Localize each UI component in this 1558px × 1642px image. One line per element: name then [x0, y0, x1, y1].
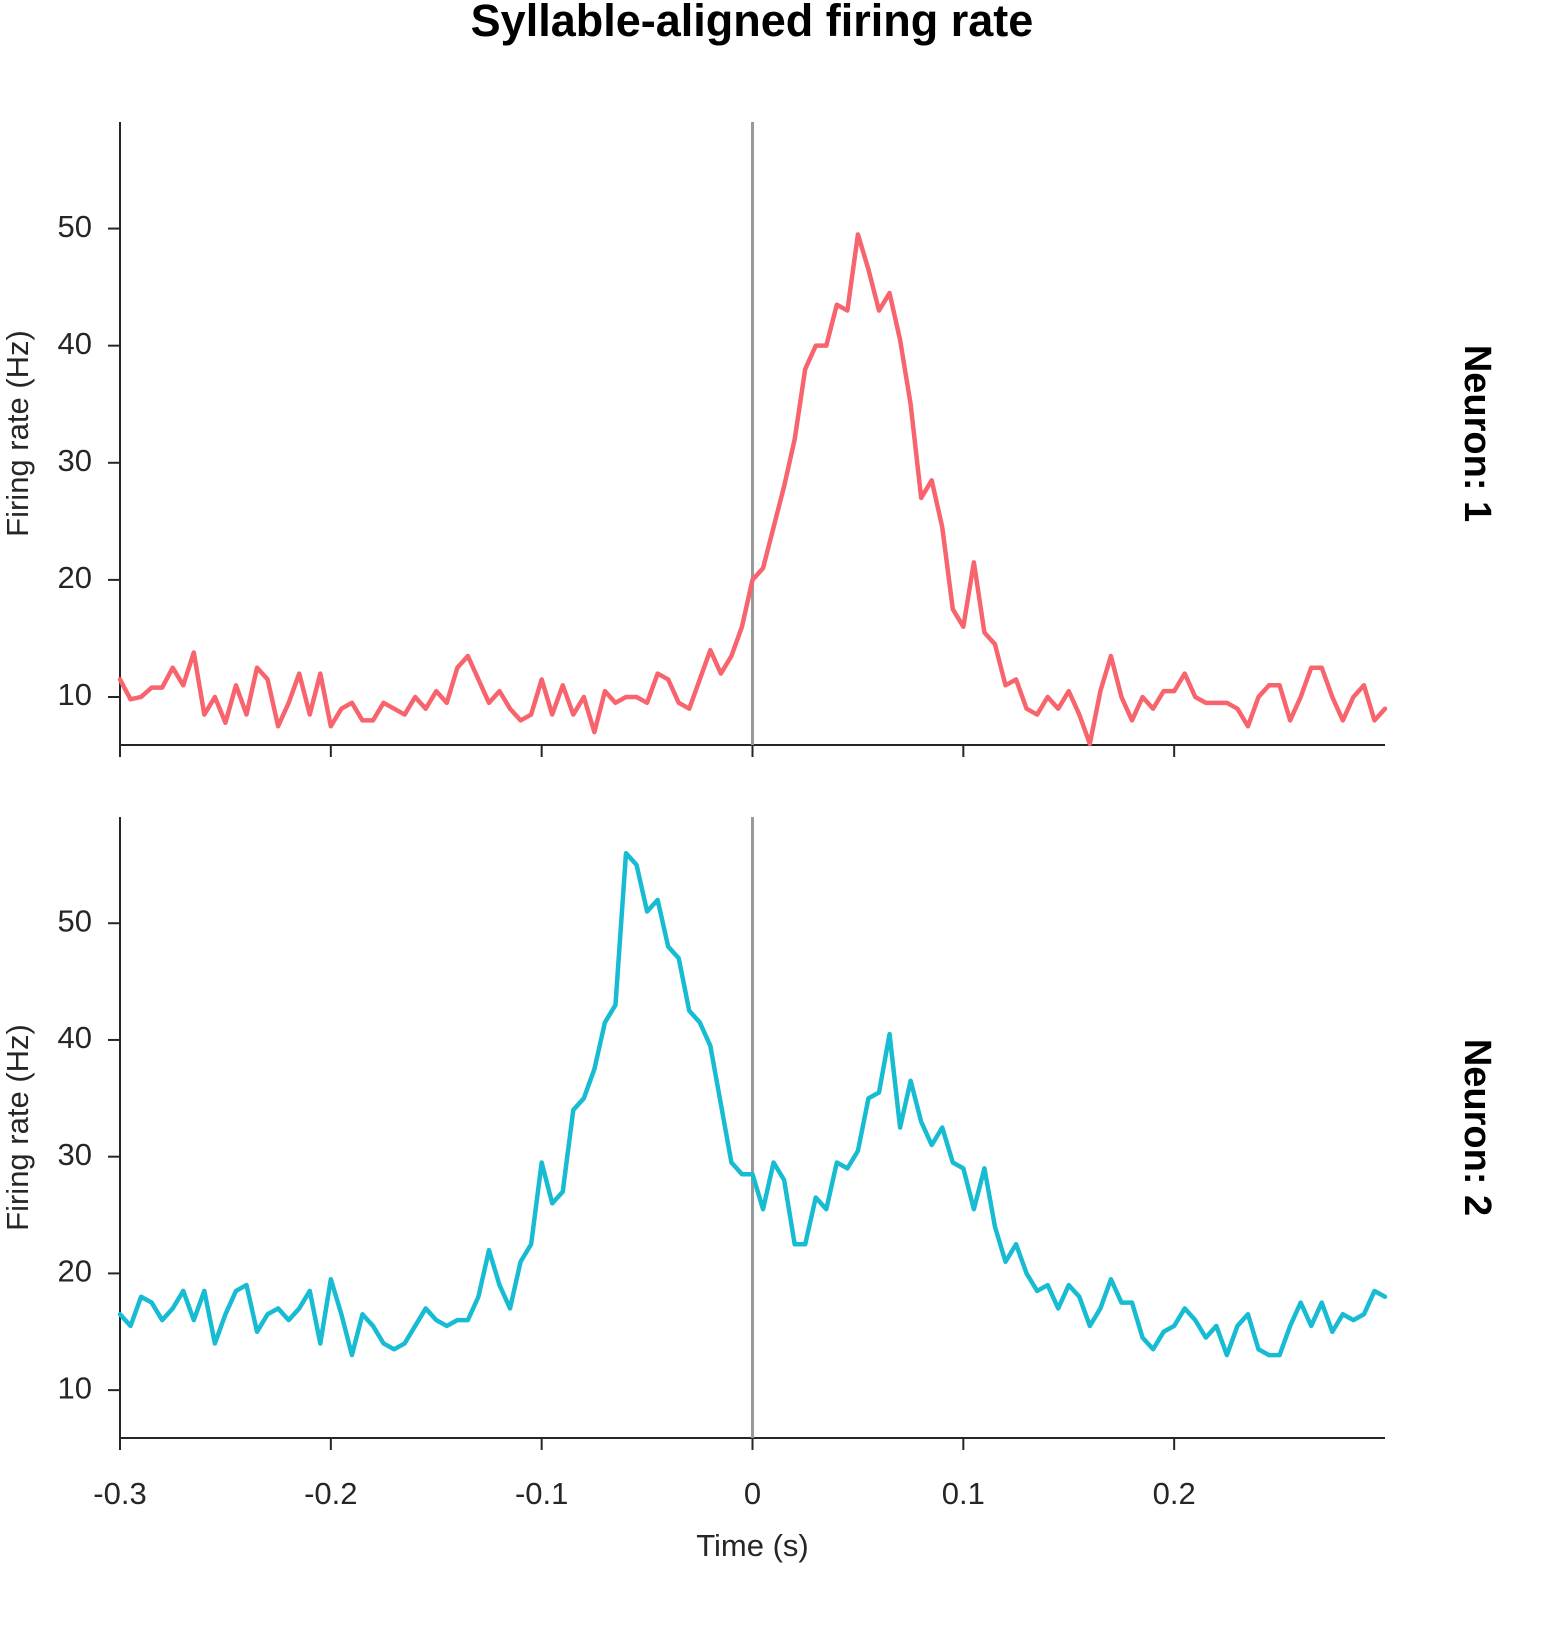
y-axis-label: Firing rate (Hz) [0, 1024, 35, 1231]
y-axis-label: Firing rate (Hz) [0, 330, 35, 537]
y-tick-label: 30 [58, 443, 92, 478]
x-axis-label: Time (s) [696, 1528, 809, 1563]
y-tick-label: 40 [58, 1020, 92, 1055]
y-tick-label: 50 [58, 903, 92, 938]
x-tick-label: 0.1 [942, 1476, 985, 1511]
data-line [117, 850, 1388, 1358]
y-tick-label: 20 [58, 560, 92, 595]
y-tick-label: 10 [58, 1370, 92, 1405]
x-tick-label: 0 [744, 1476, 761, 1511]
data-line [117, 232, 1388, 747]
facet-label: Neuron: 2 [1456, 1039, 1498, 1216]
y-tick-label: 40 [58, 326, 92, 361]
x-tick-label: -0.2 [304, 1476, 357, 1511]
y-tick-label: 30 [58, 1137, 92, 1172]
y-tick-label: 10 [58, 677, 92, 712]
y-tick-label: 50 [58, 209, 92, 244]
x-tick-label: 0.2 [1153, 1476, 1196, 1511]
chart-title: Syllable-aligned firing rate [471, 0, 1034, 46]
x-tick-label: -0.1 [515, 1476, 568, 1511]
y-tick-label: 20 [58, 1254, 92, 1289]
facet-label: Neuron: 1 [1456, 345, 1498, 522]
x-tick-label: -0.3 [93, 1476, 146, 1511]
